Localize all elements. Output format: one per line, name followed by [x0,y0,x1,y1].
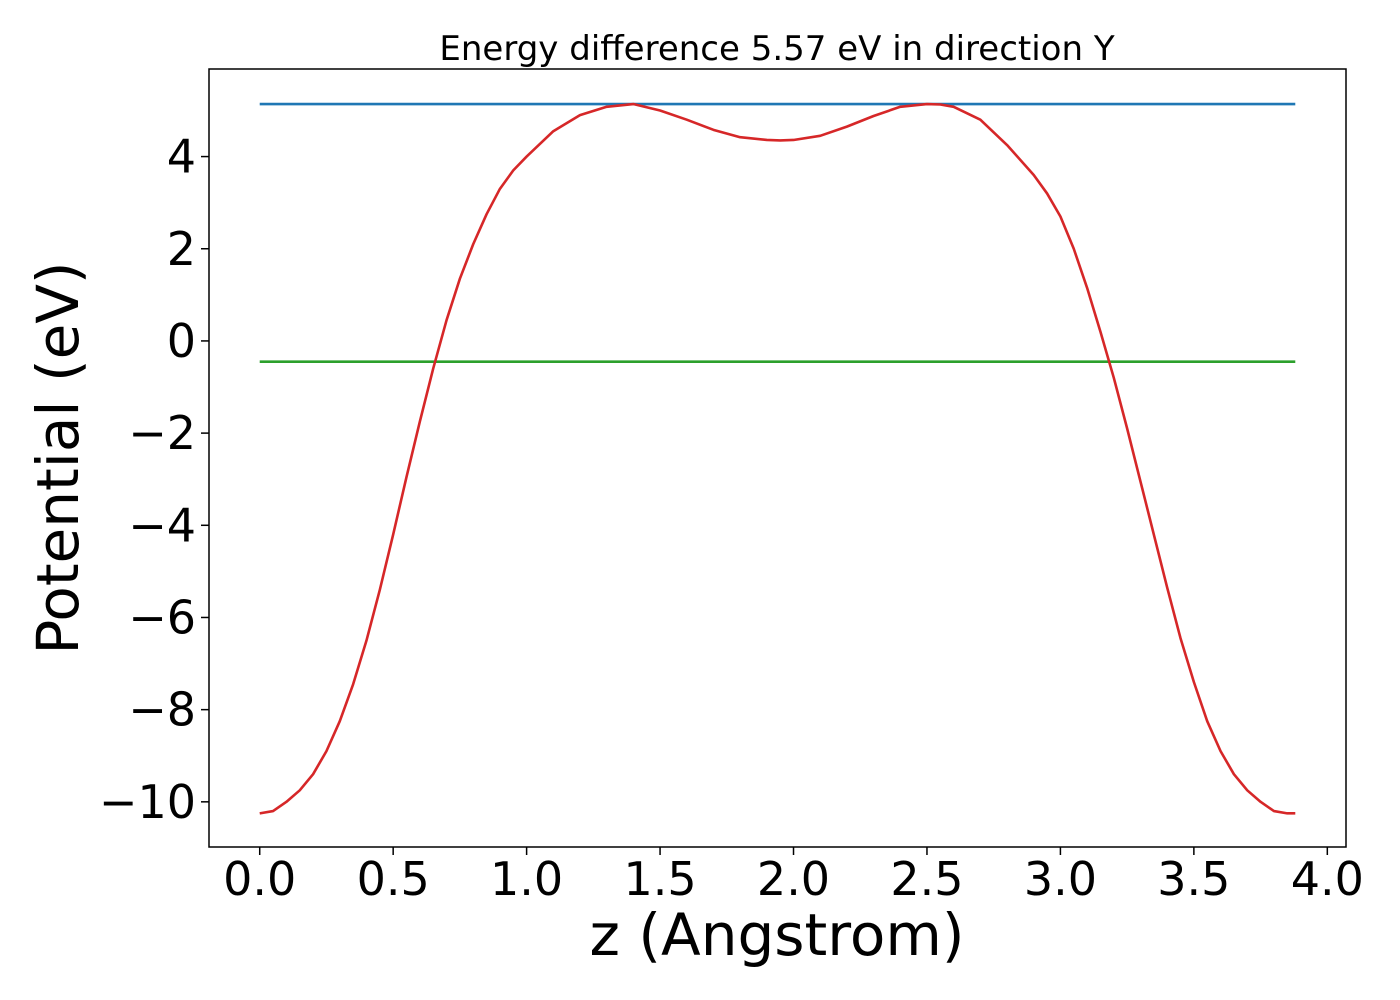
x-tick-label: 0.0 [223,852,296,906]
x-axis-label: z (Angstrom) [590,901,965,969]
y-tick-label: −6 [128,590,196,644]
x-tick-label: 4.0 [1291,852,1364,906]
x-tick-label: 3.5 [1157,852,1230,906]
x-axis: 0.0 0.5 1.0 1.5 2.0 2.5 3.0 3.5 4.0 [223,847,1364,906]
x-tick-label: 1.0 [490,852,563,906]
x-tick-label: 3.0 [1024,852,1097,906]
y-tick-label: 0 [167,314,196,368]
y-axis: 4 2 0 −2 −4 −6 −8 −10 [99,130,209,829]
y-tick-label: 2 [167,222,196,276]
chart-title: Energy difference 5.57 eV in direction Y [439,29,1114,69]
y-axis-label: Potential (eV) [24,261,92,654]
x-tick-label: 2.0 [757,852,830,906]
y-tick-label: −2 [128,406,196,460]
y-tick-label: −10 [99,775,196,829]
y-tick-label: −8 [128,683,196,737]
series-line-2 [259,102,1296,815]
x-tick-label: 2.5 [890,852,963,906]
x-tick-label: 0.5 [357,852,430,906]
series-layer [259,102,1296,815]
x-tick-label: 1.5 [623,852,696,906]
y-tick-label: 4 [167,130,196,184]
plot-area [208,68,1347,848]
y-tick-label: −4 [128,498,196,552]
